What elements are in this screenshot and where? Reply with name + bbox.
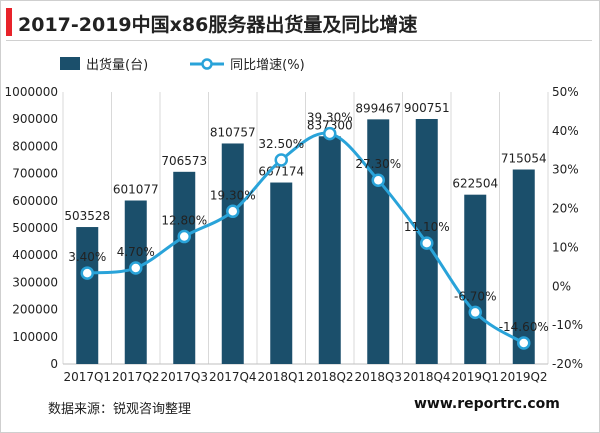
y-right-tick-label: 0% (552, 279, 571, 293)
x-tick-label: 2018Q4 (403, 370, 451, 384)
y-right-tick-label: 20% (552, 202, 579, 216)
y-left-tick-label: 300000 (12, 275, 58, 289)
line-point (274, 153, 288, 167)
line-data-label: -6.70% (454, 289, 496, 303)
y-right-tick-label: -20% (552, 357, 583, 371)
bar (270, 182, 293, 364)
bar (464, 194, 487, 364)
page-title: 2017-2019中国x86服务器出货量及同比增速 (18, 14, 418, 36)
title-divider (6, 40, 592, 41)
bar (173, 171, 196, 364)
y-left-tick-label: 700000 (12, 167, 58, 181)
legend-line-swatch (190, 57, 225, 70)
y-left-tick-label: 200000 (12, 303, 58, 317)
y-left-tick-label: 100000 (12, 330, 58, 344)
line-data-label: 39.30% (307, 111, 353, 125)
line-data-label: 19.30% (210, 188, 256, 202)
x-tick-label: 2018Q2 (306, 370, 354, 384)
x-tick-label: 2017Q2 (112, 370, 160, 384)
legend-item-bar: 出货量(台) (60, 54, 148, 73)
line-point (371, 173, 385, 187)
x-tick-label: 2017Q1 (63, 370, 111, 384)
line-point (517, 336, 531, 350)
line-data-label: -14.60% (499, 320, 549, 334)
line-point (420, 236, 434, 250)
title-accent-bar (6, 8, 12, 36)
line-data-label: 11.10% (404, 220, 450, 234)
y-right-tick-label: 10% (552, 240, 579, 254)
legend: 出货量(台) 同比增速(%) (60, 54, 347, 73)
x-tick-label: 2019Q1 (451, 370, 499, 384)
series-line (87, 131, 525, 345)
site-url: www.reportrc.com (414, 396, 560, 412)
bar-data-label: 715054 (501, 152, 547, 166)
bar-data-label: 622504 (452, 177, 498, 191)
line-point (468, 305, 482, 320)
bar (76, 227, 99, 364)
y-right-tick-label: -10% (552, 318, 583, 332)
bar (367, 119, 390, 365)
bar-data-label: 503528 (64, 209, 110, 223)
x-tick-label: 2017Q4 (209, 370, 257, 384)
x-tick-label: 2017Q3 (160, 370, 208, 384)
y-left-tick-label: 900000 (12, 112, 58, 126)
line-point (80, 266, 94, 280)
bar-data-label: 900751 (404, 101, 450, 115)
line-data-label: 4.70% (117, 245, 155, 259)
line-data-label: 32.50% (258, 137, 304, 151)
line-data-label: 12.80% (161, 214, 207, 228)
bar-data-label: 706573 (161, 154, 207, 168)
legend-bar-label: 出货量(台) (86, 58, 149, 73)
bar (124, 200, 147, 364)
bar (318, 136, 341, 364)
y-right-tick-label: 40% (552, 124, 579, 138)
bar-data-label: 810757 (210, 125, 256, 139)
bar (221, 143, 244, 364)
line-point (177, 229, 191, 244)
y-left-tick-label: 600000 (12, 194, 58, 208)
line-data-label: 3.40% (68, 250, 106, 264)
y-right-tick-label: 50% (552, 85, 579, 99)
y-right-tick-label: 30% (552, 163, 579, 177)
line-point (226, 204, 240, 219)
bar-data-label: 667174 (258, 165, 304, 179)
legend-line-label: 同比增速(%) (230, 58, 305, 73)
line-point (129, 261, 143, 275)
bar (512, 169, 535, 364)
line-point (323, 126, 337, 141)
bar-data-label: 601077 (113, 183, 159, 197)
line-data-label: 27.30% (355, 157, 401, 171)
source-note: 数据来源：锐观咨询整理 (48, 402, 192, 417)
y-left-tick-label: 0 (50, 357, 58, 371)
bar-data-label: 899467 (355, 101, 401, 115)
x-tick-label: 2018Q1 (257, 370, 305, 384)
legend-item-line: 同比增速(%) (190, 54, 305, 73)
y-left-tick-label: 800000 (12, 139, 58, 153)
legend-bar-swatch (60, 57, 80, 70)
bar-data-label: 837300 (307, 118, 353, 132)
y-left-tick-label: 400000 (12, 248, 58, 262)
y-left-tick-label: 1000000 (5, 85, 58, 99)
x-tick-label: 2019Q2 (500, 370, 548, 384)
x-tick-label: 2018Q3 (354, 370, 402, 384)
y-left-tick-label: 500000 (12, 221, 58, 235)
